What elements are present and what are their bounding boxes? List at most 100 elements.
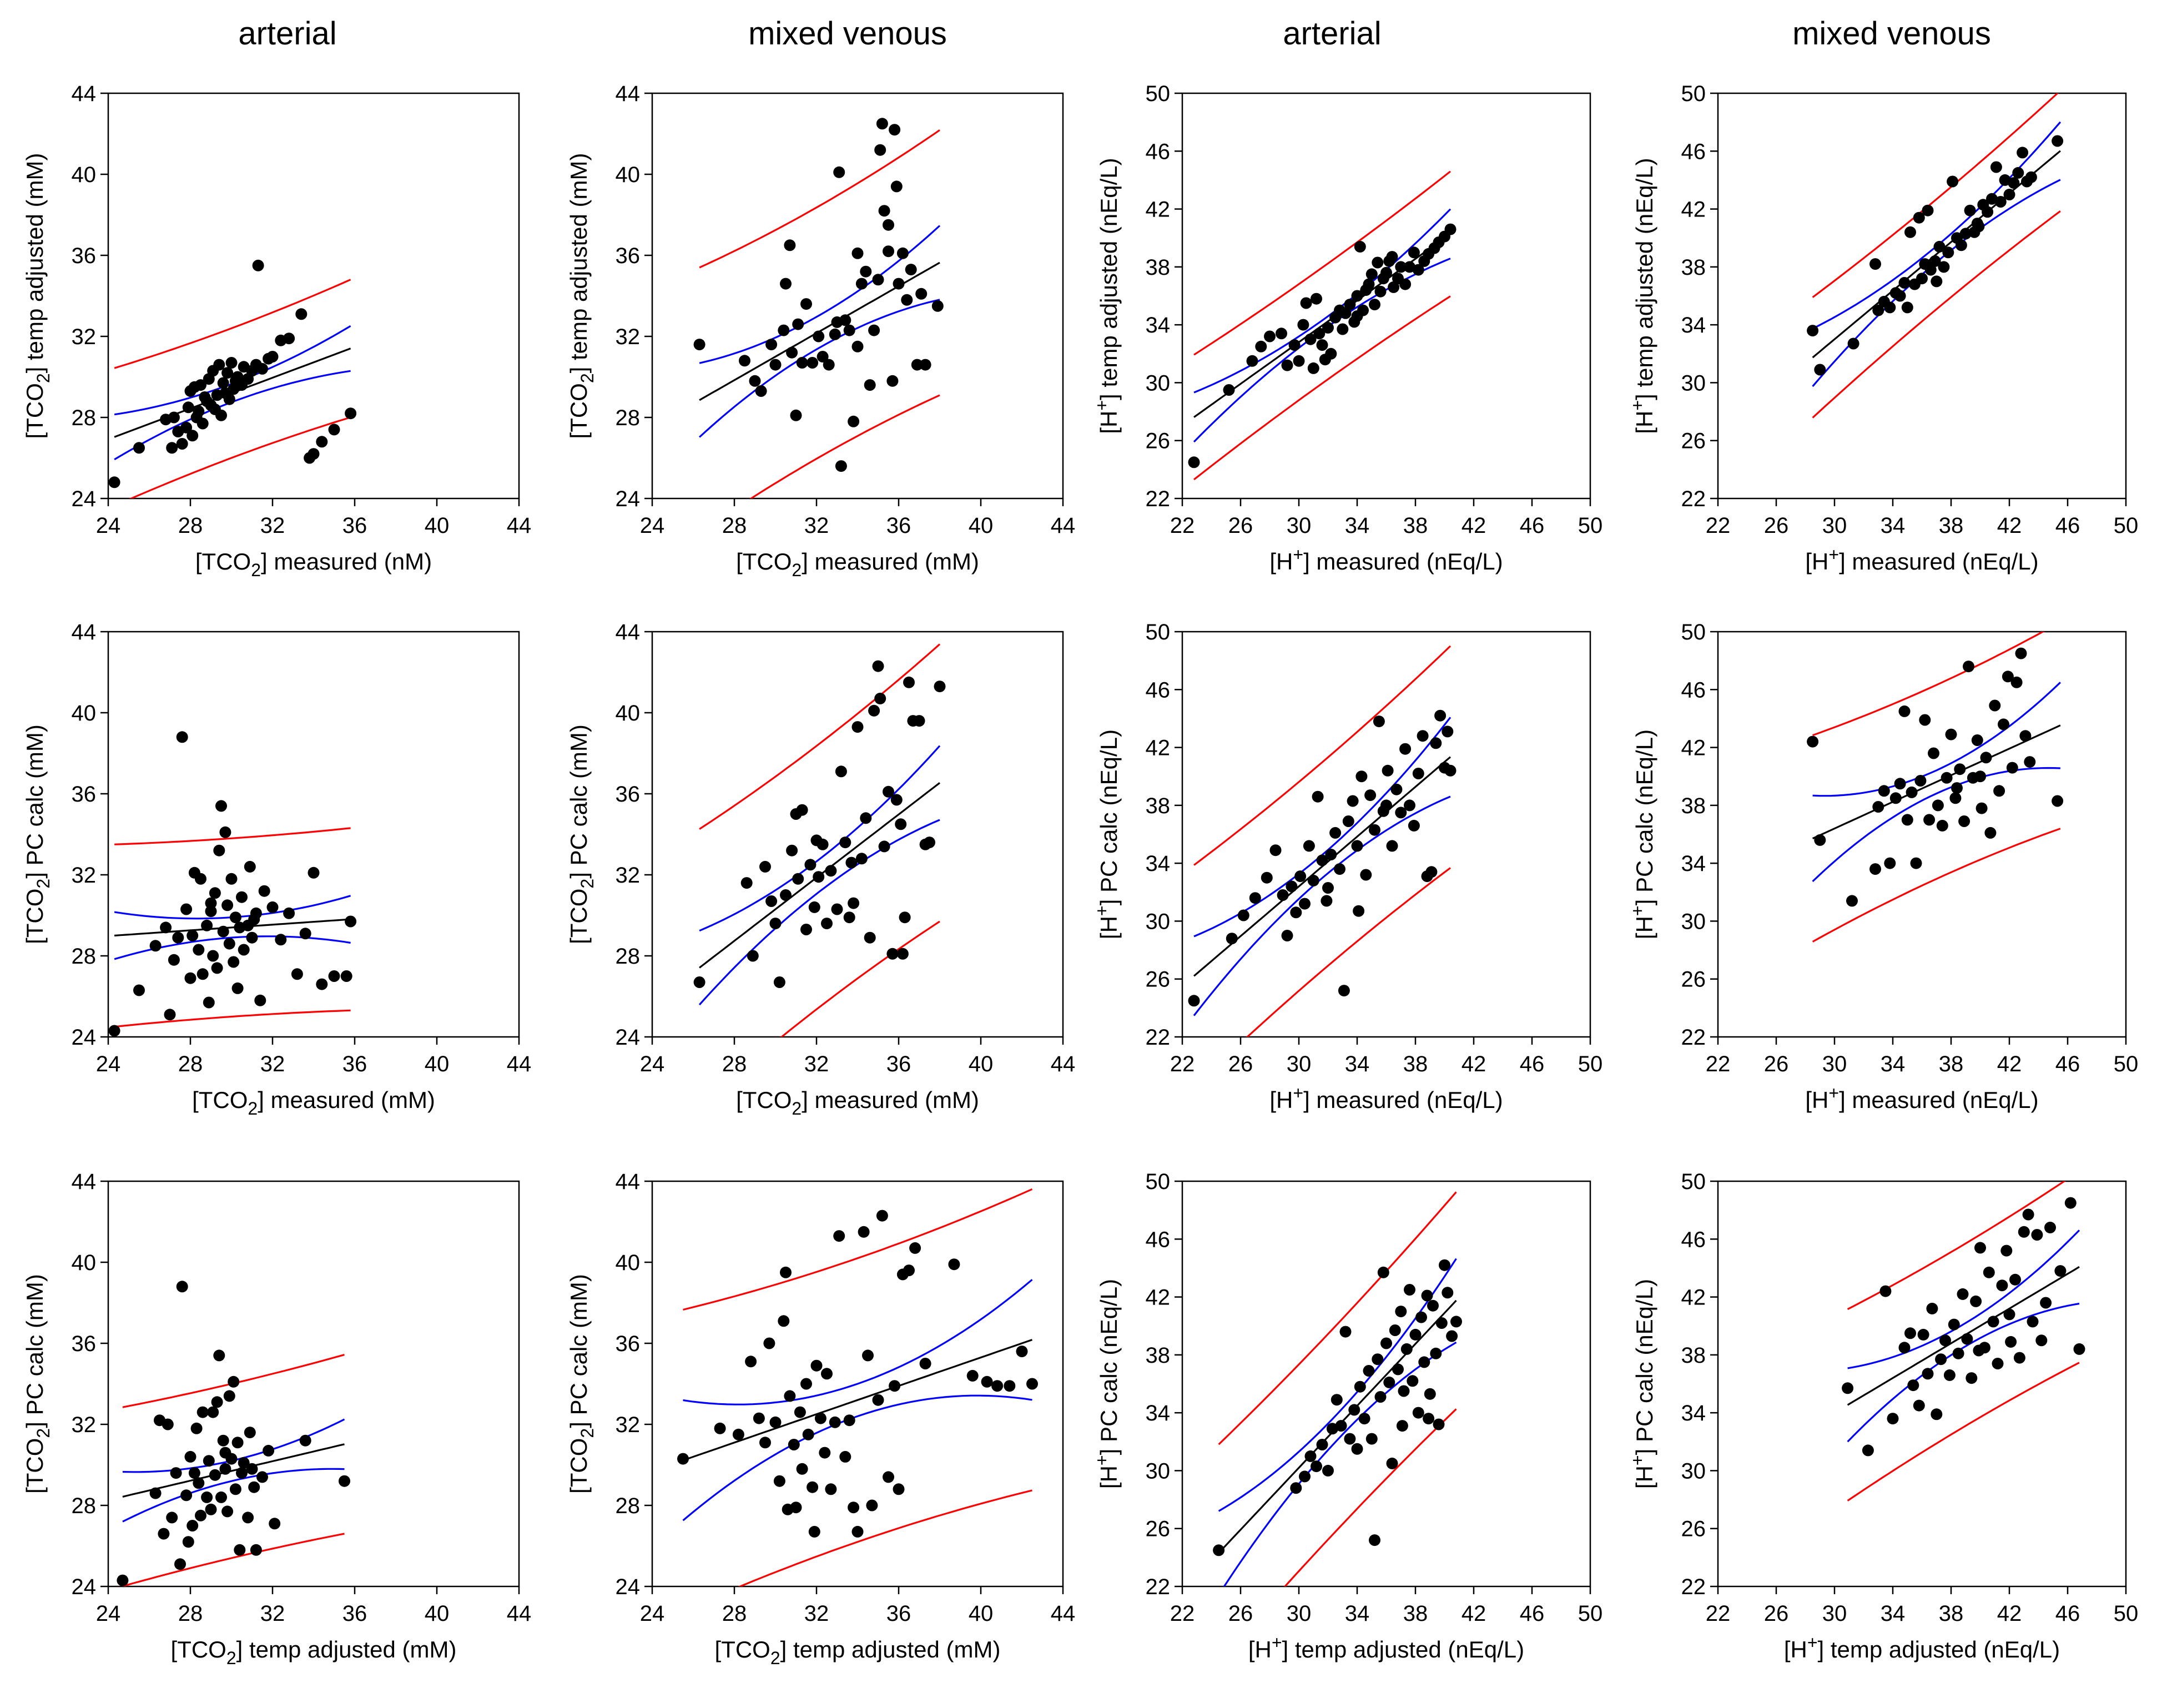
data-point (883, 1471, 894, 1483)
data-point (133, 442, 145, 454)
data-point (1264, 330, 1276, 342)
data-point (1246, 355, 1258, 367)
y-tick-label: 40 (72, 701, 97, 725)
x-axis-label: [TCO2] temp adjusted (mM) (715, 1636, 1001, 1668)
x-tick-label: 24 (640, 1601, 665, 1626)
regression-line (1812, 724, 2061, 840)
data-point (221, 1505, 234, 1518)
data-point (1363, 278, 1375, 290)
x-tick-label: 30 (1822, 1601, 1847, 1626)
data-point (1971, 218, 1983, 230)
x-tick-label: 28 (178, 1601, 203, 1626)
data-point (1949, 792, 1962, 804)
data-point (913, 715, 925, 727)
data-point (229, 375, 241, 387)
data-point (221, 899, 234, 911)
x-tick-label: 42 (1462, 513, 1486, 538)
data-point (784, 239, 796, 251)
data-point (786, 346, 798, 359)
data-point (788, 1439, 800, 1450)
prediction-band-lower (1246, 867, 1451, 1037)
data-point (868, 704, 880, 717)
data-point (1847, 337, 1859, 350)
data-point (1936, 819, 1948, 832)
data-point (1026, 1378, 1038, 1390)
data-point (217, 377, 229, 389)
data-point (1261, 871, 1273, 884)
y-tick-label: 50 (1681, 620, 1706, 644)
data-point (316, 436, 328, 448)
data-point (117, 1574, 129, 1586)
x-tick-label: 24 (96, 1052, 121, 1076)
x-tick-label: 34 (1881, 1601, 1906, 1626)
data-point (878, 840, 890, 853)
data-point (1923, 814, 1936, 826)
data-point (769, 918, 782, 930)
data-point (170, 1467, 182, 1479)
data-point (308, 866, 320, 879)
y-tick-label: 34 (1681, 313, 1706, 337)
data-point (1935, 1353, 1947, 1366)
data-point (166, 1511, 178, 1524)
regression-line (682, 1339, 1033, 1462)
data-point (1986, 193, 1998, 205)
data-point (2000, 1245, 2013, 1257)
data-point (843, 1414, 855, 1427)
y-tick-label: 38 (1681, 794, 1706, 818)
x-tick-label: 30 (1287, 1601, 1312, 1626)
panel-r2c3: 22 26 30 34 38 42 46 50 22 26 30 34 38 42 46 50 [H+] mea… (1092, 620, 1602, 1113)
data-point (1945, 728, 1957, 740)
data-point (1408, 819, 1420, 832)
data-point (283, 332, 295, 345)
data-point (244, 860, 256, 873)
y-tick-label: 36 (616, 1332, 641, 1356)
data-point (254, 994, 266, 1006)
data-point (862, 1349, 874, 1362)
y-tick-label: 38 (1146, 1343, 1171, 1368)
data-point (1407, 1375, 1419, 1387)
y-tick-label: 42 (1146, 736, 1171, 760)
x-tick-label: 36 (886, 1601, 911, 1626)
data-point (149, 1487, 162, 1499)
data-point (848, 1502, 860, 1514)
data-point (1290, 906, 1302, 919)
data-point (745, 1356, 757, 1368)
data-point (796, 357, 808, 369)
plot-frame (1717, 1180, 2127, 1588)
data-point (190, 411, 203, 424)
data-point (808, 1525, 820, 1538)
data-point (810, 1359, 823, 1372)
scatter-points (1213, 1259, 1462, 1556)
data-point (808, 901, 820, 913)
data-point (225, 357, 238, 369)
data-point (1955, 239, 1967, 251)
data-point (790, 409, 802, 421)
data-point (190, 1422, 203, 1434)
data-point (316, 978, 328, 990)
data-point (2012, 167, 2024, 179)
data-point (1973, 1344, 1985, 1357)
y-tick-label: 32 (72, 863, 97, 888)
data-point (1947, 175, 1959, 188)
x-tick-label: 34 (1881, 1052, 1906, 1076)
data-point (1913, 211, 1925, 224)
panel-r3c2: 24 28 32 36 40 44 24 28 32 36 40 44 [TCO2] temp adju… (566, 1170, 1075, 1668)
x-tick-label: 46 (1520, 513, 1545, 538)
data-point (1358, 1413, 1370, 1425)
data-point (250, 1544, 262, 1556)
data-point (773, 976, 785, 988)
data-point (1329, 827, 1342, 839)
y-tick-label: 24 (616, 1025, 641, 1050)
y-tick-label: 38 (1681, 255, 1706, 280)
data-point (2064, 1197, 2077, 1209)
data-point (911, 359, 923, 371)
data-point (207, 1406, 219, 1418)
x-tick-label: 50 (1578, 513, 1603, 538)
data-point (1380, 266, 1392, 279)
data-point (209, 403, 221, 415)
data-point (1412, 264, 1424, 276)
data-point (1971, 734, 1983, 746)
data-point (1952, 1347, 1964, 1359)
data-point (819, 1447, 831, 1459)
